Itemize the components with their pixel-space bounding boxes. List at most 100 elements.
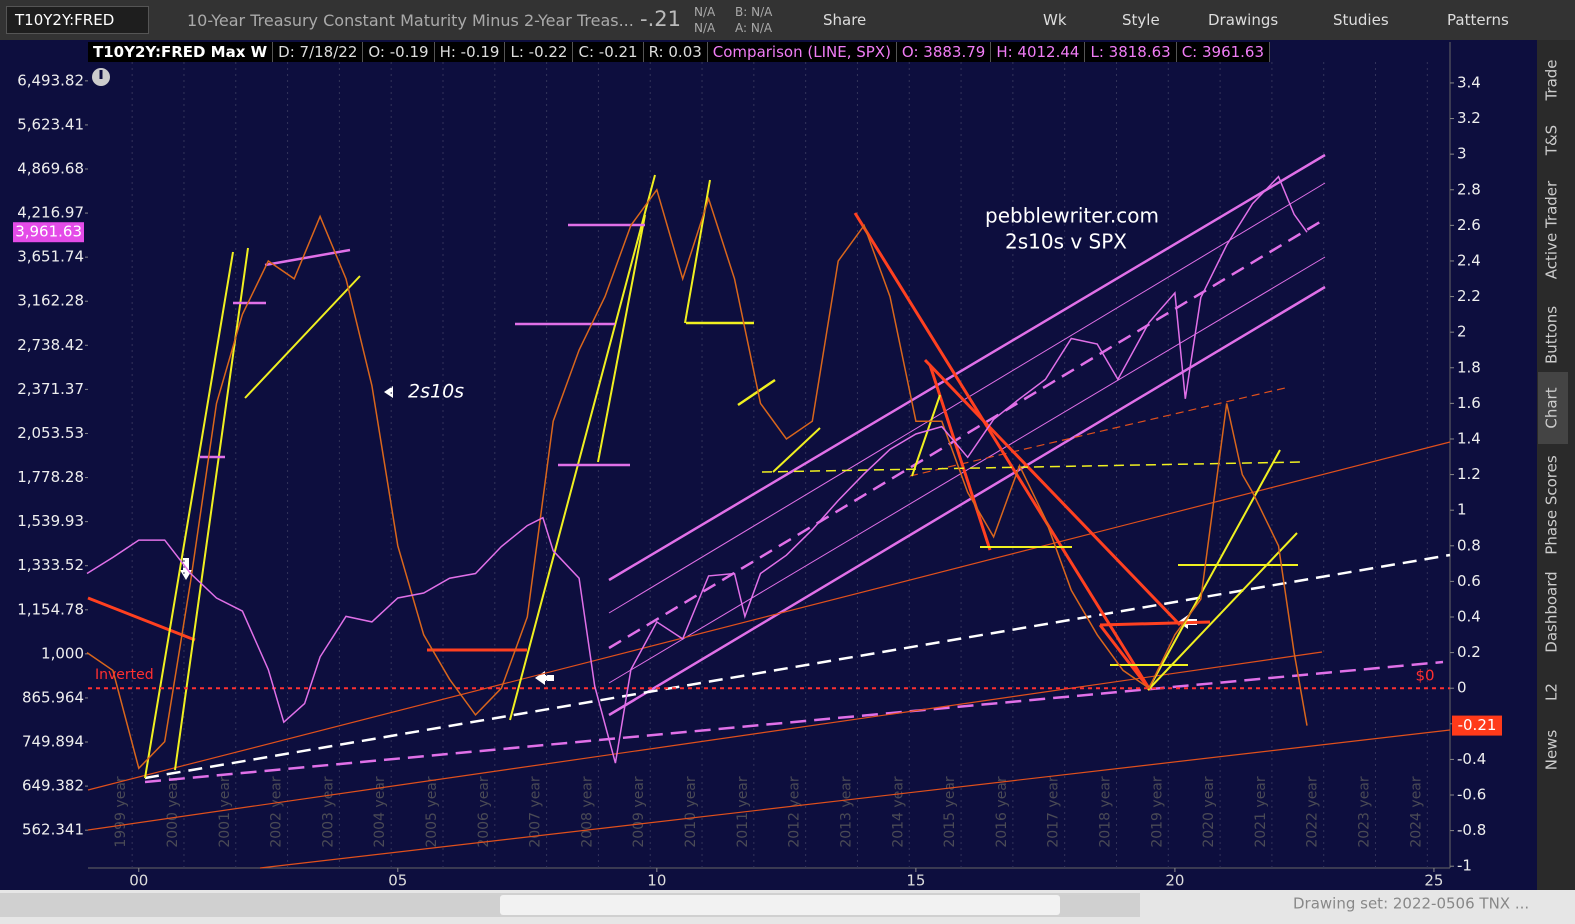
y-tick-label: 4,869.68 bbox=[17, 160, 84, 178]
description: 10-Year Treasury Constant Maturity Minus… bbox=[187, 11, 634, 30]
trendline bbox=[911, 394, 941, 477]
year-label: 2003 year bbox=[320, 776, 336, 848]
info-item: L: -0.22 bbox=[505, 42, 574, 62]
year-label: 2018 year bbox=[1097, 776, 1113, 848]
y-tick-label: 749.894 bbox=[22, 733, 84, 751]
trendline bbox=[608, 220, 1321, 650]
side-tab[interactable]: T&S bbox=[1543, 125, 1561, 156]
trendline bbox=[144, 553, 1451, 780]
info-bar: T10Y2Y:FRED Max W D: 7/18/22 O: -0.19 H: -0… bbox=[88, 42, 1271, 62]
trendline bbox=[1147, 449, 1281, 691]
toolbar-button[interactable]: Style bbox=[1122, 11, 1160, 29]
toolbar-button[interactable]: Studies bbox=[1333, 11, 1389, 29]
side-tab[interactable]: Phase Scores bbox=[1543, 455, 1561, 555]
trendline bbox=[923, 358, 1182, 627]
side-tab-strip bbox=[1537, 40, 1575, 890]
y2-tick-label: 1.8 bbox=[1457, 358, 1481, 376]
trendline bbox=[87, 596, 196, 642]
toolbar-button[interactable]: Share bbox=[823, 11, 867, 29]
y2-tick-label: 2.2 bbox=[1457, 287, 1481, 305]
y2-tick-label: -0.4 bbox=[1457, 750, 1486, 768]
y-tick-label: 5,623.41 bbox=[17, 115, 84, 133]
chart-background bbox=[0, 40, 1575, 890]
trendline bbox=[144, 251, 234, 779]
trendline bbox=[1098, 624, 1152, 691]
side-tab[interactable]: News bbox=[1543, 730, 1561, 771]
trendline bbox=[597, 214, 646, 463]
trendline bbox=[772, 427, 821, 473]
y-tick-label: 3,162.28 bbox=[17, 292, 84, 310]
bid: B: N/A bbox=[735, 5, 773, 19]
pointer-arrow bbox=[544, 675, 554, 681]
year-label: 2023 year bbox=[1357, 776, 1373, 848]
info-item: C: -0.21 bbox=[573, 42, 644, 62]
side-tab[interactable]: L2 bbox=[1543, 683, 1561, 701]
year-label: 2017 year bbox=[1046, 776, 1062, 848]
series-line bbox=[86, 175, 1308, 764]
drawing-set[interactable]: Drawing set: 2022-0506 TNX ... bbox=[1293, 895, 1529, 913]
active-tab bbox=[1538, 372, 1568, 444]
trendline bbox=[608, 153, 1326, 582]
year-label: 2016 year bbox=[994, 776, 1010, 848]
x-tick-label: 20 bbox=[1165, 872, 1184, 890]
y2-tick-label: -1 bbox=[1457, 857, 1472, 875]
toolbar-button[interactable]: Drawings bbox=[1208, 11, 1279, 29]
last-label: 3,961.63 bbox=[15, 223, 82, 241]
toolbar-button[interactable]: Patterns bbox=[1447, 11, 1509, 29]
trendline bbox=[509, 174, 656, 721]
pointer-arrow bbox=[384, 386, 393, 398]
y-tick-label: 2,053.53 bbox=[17, 424, 84, 442]
y-tick-label: 1,000 bbox=[41, 644, 84, 662]
info-item: T10Y2Y:FRED Max W bbox=[88, 42, 274, 62]
year-label: 2006 year bbox=[476, 776, 492, 848]
side-tab[interactable]: Chart bbox=[1543, 387, 1561, 428]
year-label: 1999 year bbox=[113, 776, 129, 848]
y2-tick-label: 1.6 bbox=[1457, 394, 1481, 412]
y2-tick-label: 0 bbox=[1457, 679, 1467, 697]
ask-size: N/A bbox=[694, 21, 716, 35]
y-tick-label: 1,333.52 bbox=[17, 556, 84, 574]
trendline bbox=[87, 651, 1323, 831]
year-label: 2004 year bbox=[372, 776, 388, 848]
year-label: 2009 year bbox=[631, 776, 647, 848]
comparison-item: H: 4012.44 bbox=[991, 42, 1086, 62]
side-tab[interactable]: Active Trader bbox=[1543, 180, 1561, 279]
y2-tick-label: 2.4 bbox=[1457, 251, 1481, 269]
year-label: 2022 year bbox=[1305, 776, 1321, 848]
y-tick-label: 2,371.37 bbox=[17, 380, 84, 398]
trendline bbox=[684, 179, 711, 324]
last-label: -0.21 bbox=[1458, 716, 1497, 734]
y2-tick-label: 0.8 bbox=[1457, 536, 1481, 554]
year-label: 2001 year bbox=[217, 776, 233, 848]
side-tab[interactable]: Buttons bbox=[1543, 306, 1561, 364]
scroll-thumb[interactable] bbox=[500, 895, 1060, 915]
annotation: Inverted bbox=[95, 667, 154, 683]
y-tick-label: 1,154.78 bbox=[17, 600, 84, 618]
info-item: O: -0.19 bbox=[363, 42, 435, 62]
y2-tick-label: 1.4 bbox=[1457, 429, 1481, 447]
y2-tick-label: 0.6 bbox=[1457, 572, 1481, 590]
year-label: 2010 year bbox=[683, 776, 699, 848]
x-tick-label: 25 bbox=[1424, 872, 1443, 890]
year-label: 2024 year bbox=[1408, 776, 1424, 848]
y2-tick-label: 1.2 bbox=[1457, 465, 1481, 483]
annotation: pebblewriter.com bbox=[985, 204, 1159, 228]
year-label: 2002 year bbox=[269, 776, 285, 848]
y2-tick-label: 3.4 bbox=[1457, 73, 1481, 91]
side-tab[interactable]: Trade bbox=[1543, 59, 1561, 101]
year-label: 2005 year bbox=[424, 776, 440, 848]
trendline bbox=[87, 441, 1451, 791]
toolbar-button[interactable]: Wk bbox=[1043, 11, 1067, 29]
pointer-arrow bbox=[183, 558, 189, 570]
trendline bbox=[737, 378, 776, 407]
trendline bbox=[761, 461, 1303, 473]
comparison-item: C: 3961.63 bbox=[1177, 42, 1271, 62]
y-tick-label: 1,539.93 bbox=[17, 512, 84, 530]
toolbar: T10Y2Y:FRED 10-Year Treasury Constant Mat… bbox=[0, 0, 1575, 40]
side-tab[interactable]: Dashboard bbox=[1543, 571, 1561, 652]
symbol-box[interactable]: T10Y2Y:FRED bbox=[6, 6, 150, 34]
year-label: 2013 year bbox=[838, 776, 854, 848]
ask: A: N/A bbox=[735, 21, 773, 35]
series-line bbox=[86, 188, 1308, 770]
